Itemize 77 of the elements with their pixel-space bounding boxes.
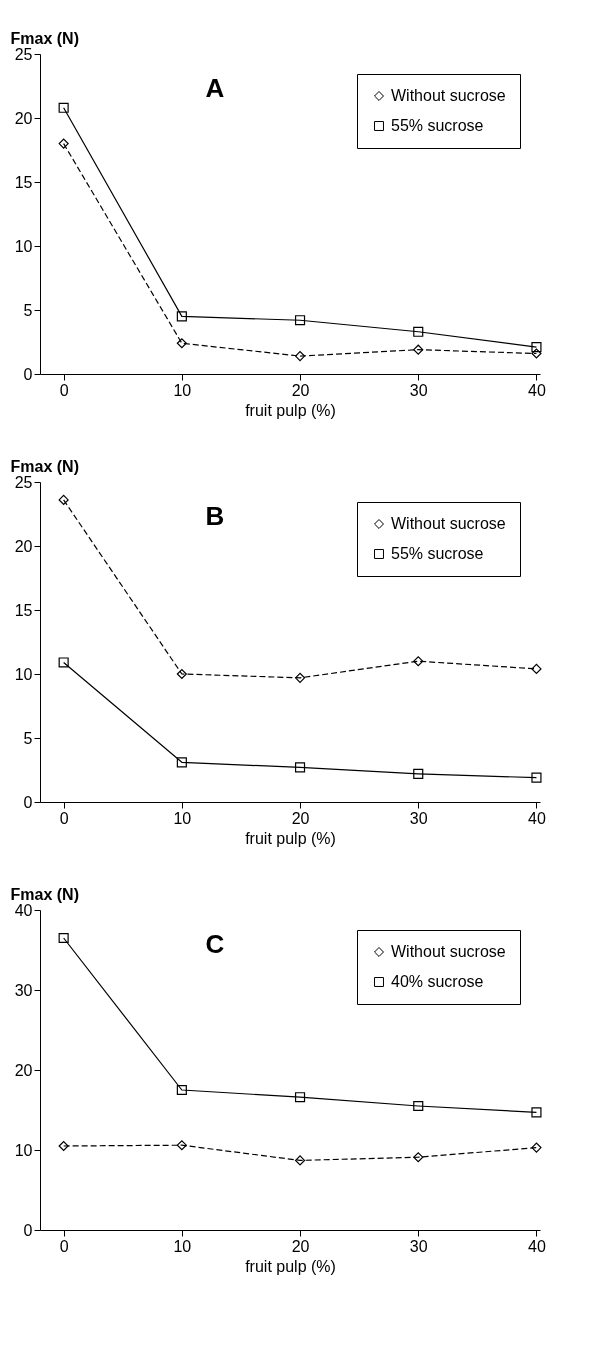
y-axis-title: Fmax (N) <box>10 29 79 47</box>
legend-label: Without sucrose <box>391 515 506 532</box>
x-axis-title: fruit pulp (%) <box>245 829 336 847</box>
point <box>531 663 542 674</box>
x-tick-label: 20 <box>291 809 310 827</box>
y-tick-label: 25 <box>14 45 33 63</box>
y-tick-label: 20 <box>14 1061 33 1079</box>
x-tick-label: 10 <box>173 1237 192 1255</box>
point <box>413 768 424 779</box>
legend-label: Without sucrose <box>391 943 506 960</box>
y-tick-label: 0 <box>23 1221 33 1239</box>
point <box>58 1140 69 1152</box>
x-tick-label: 0 <box>59 381 69 399</box>
point <box>531 342 542 353</box>
point <box>294 672 306 683</box>
y-tick-label: 10 <box>14 237 33 255</box>
y-tick-label: 15 <box>14 173 33 191</box>
y-tick-label: 0 <box>23 793 33 811</box>
y-tick-label: 15 <box>14 601 33 619</box>
y-tick-label: 5 <box>23 301 33 319</box>
point <box>58 102 69 113</box>
point <box>58 494 69 505</box>
x-tick-label: 10 <box>173 381 192 399</box>
point <box>58 932 69 944</box>
y-tick-label: 20 <box>14 109 33 127</box>
legend-label: 55% sucrose <box>391 117 484 134</box>
y-tick-label: 5 <box>23 729 33 747</box>
point <box>531 348 542 359</box>
point <box>413 656 424 667</box>
annotation: B <box>205 501 225 531</box>
point <box>176 668 187 680</box>
point <box>413 344 424 355</box>
legend-label: 55% sucrose <box>391 545 484 562</box>
point <box>413 1152 424 1163</box>
legend-label: Without sucrose <box>391 87 506 104</box>
x-tick-label: 30 <box>409 381 428 399</box>
point <box>176 338 187 349</box>
y-tick-label: 40 <box>14 901 33 919</box>
y-tick-label: 25 <box>14 473 33 491</box>
point <box>294 1092 306 1103</box>
point <box>294 1155 306 1166</box>
x-tick-label: 40 <box>528 381 546 399</box>
x-axis-title: fruit pulp (%) <box>245 1257 336 1275</box>
point <box>58 138 69 149</box>
point <box>413 326 424 337</box>
x-tick-label: 20 <box>291 381 310 399</box>
point <box>531 1107 542 1118</box>
point <box>294 315 306 326</box>
y-tick-label: 0 <box>23 365 33 383</box>
y-tick-label: 20 <box>14 537 33 555</box>
point <box>413 1100 424 1112</box>
x-tick-label: 40 <box>528 1237 546 1255</box>
point <box>531 1142 542 1153</box>
annotation: C <box>205 929 225 959</box>
annotation: A <box>205 73 225 103</box>
point <box>176 1084 187 1096</box>
x-tick-label: 30 <box>409 1237 428 1255</box>
y-tick-label: 10 <box>14 665 33 683</box>
y-axis-title: Fmax (N) <box>10 885 79 903</box>
point <box>294 762 306 773</box>
point <box>176 311 187 322</box>
x-tick-label: 0 <box>59 1237 69 1255</box>
legend-label: 40% sucrose <box>391 973 484 990</box>
x-tick-label: 10 <box>173 809 192 827</box>
x-tick-label: 20 <box>291 1237 310 1255</box>
point <box>294 351 306 362</box>
point <box>58 657 69 668</box>
x-tick-label: 0 <box>59 809 69 827</box>
point <box>176 757 187 768</box>
y-tick-label: 10 <box>14 1141 33 1159</box>
y-axis-title: Fmax (N) <box>10 457 79 475</box>
point <box>531 772 542 783</box>
point <box>176 1140 187 1151</box>
x-tick-label: 40 <box>528 809 546 827</box>
x-tick-label: 30 <box>409 809 428 827</box>
y-tick-label: 30 <box>14 981 33 999</box>
x-axis-title: fruit pulp (%) <box>245 401 336 419</box>
